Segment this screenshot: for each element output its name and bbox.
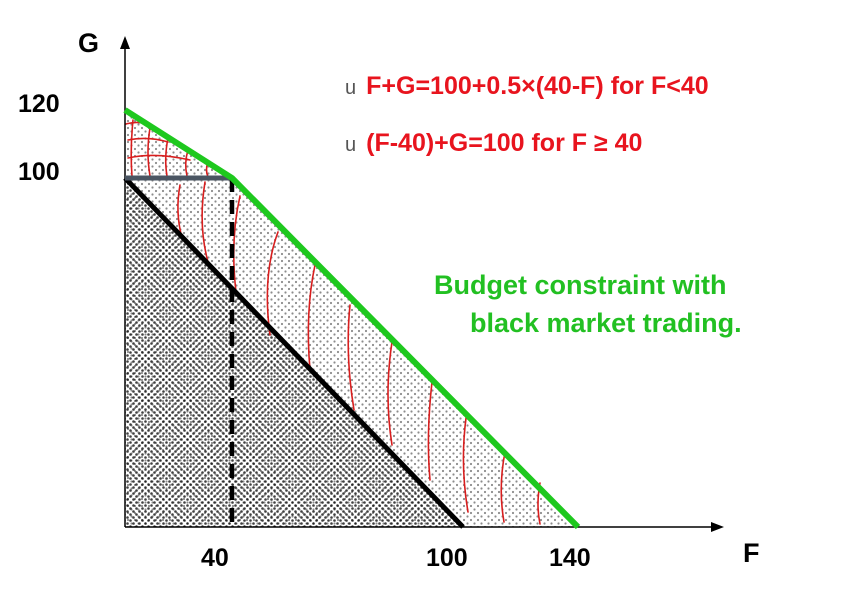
black-market-budget-line <box>123 107 581 530</box>
y-axis-label: G <box>78 28 99 58</box>
y-axis-arrow-icon <box>120 36 130 49</box>
original-budget-line <box>123 176 465 529</box>
x-axis-label: F <box>743 538 760 568</box>
equation-1: u F+G=100+0.5×(40-F) for F<40 <box>345 72 709 101</box>
x-tick-140: 140 <box>549 544 591 572</box>
bullet-icon: u <box>345 77 357 99</box>
caption-line-2: black market trading. <box>470 308 742 338</box>
equation-2: u (F-40)+G=100 for F ≥ 40 <box>345 129 642 158</box>
x-axis-arrow-icon <box>711 522 724 532</box>
equation-1-text: F+G=100+0.5×(40-F) for F<40 <box>366 72 709 100</box>
y-tick-120: 120 <box>18 90 60 118</box>
equation-2-text: (F-40)+G=100 for F ≥ 40 <box>366 129 643 157</box>
hatch-marks <box>125 119 541 525</box>
axes <box>124 45 716 528</box>
caption-line-1: Budget constraint with <box>434 270 727 300</box>
bullet-icon: u <box>345 134 357 156</box>
x-tick-100: 100 <box>426 544 468 572</box>
y-tick-100: 100 <box>18 158 60 186</box>
x-tick-40: 40 <box>201 544 229 572</box>
